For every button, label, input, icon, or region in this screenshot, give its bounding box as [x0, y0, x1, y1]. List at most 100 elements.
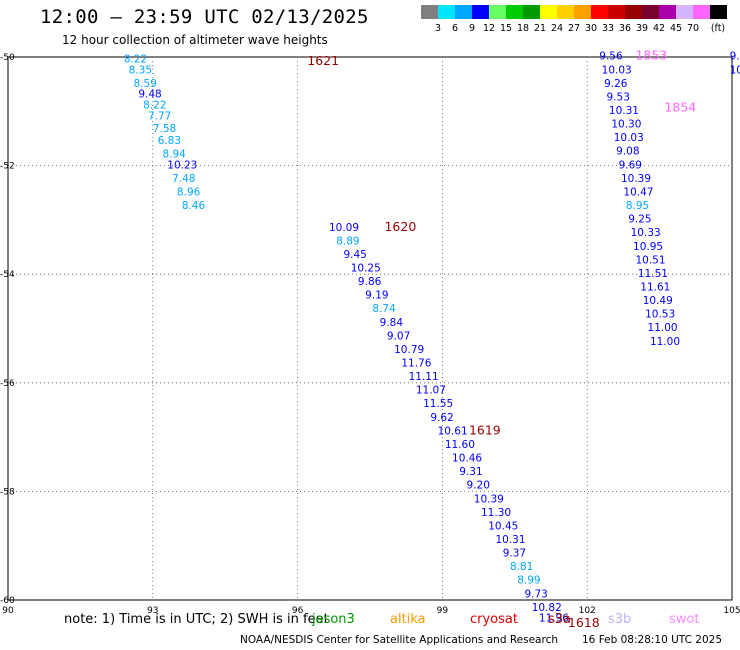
lat-tick-label: -58: [0, 487, 15, 497]
legend-swatch: [455, 5, 472, 19]
wave-height-point: 9.48: [138, 89, 161, 101]
lat-tick-label: -52: [0, 162, 15, 172]
legend-level-label: 15: [499, 23, 513, 34]
wave-height-point: 9.45: [343, 249, 366, 261]
wave-height-point: 8.96: [177, 186, 201, 198]
wave-height-point: 7.48: [172, 173, 195, 185]
wave-height-point: 11.07: [416, 385, 446, 397]
legend-level-label: 33: [601, 23, 615, 34]
wave-height-point: 9.73: [524, 588, 547, 600]
legend-swatch: [710, 5, 727, 19]
wave-height-point: 7.58: [153, 123, 176, 135]
wave-height-point: 10.45: [488, 520, 518, 532]
wave-height-point: 8.35: [129, 64, 152, 76]
lon-tick-label: 105: [723, 606, 740, 616]
lon-tick-label: 96: [292, 606, 304, 616]
legend-swatch: [421, 5, 438, 19]
wave-height-point: 10.09: [329, 222, 359, 234]
wave-height-point: 8.59: [133, 78, 156, 90]
legend-level-label: 3: [434, 23, 442, 34]
generated-timestamp: 16 Feb 08:28:10 UTC 2025: [582, 634, 722, 646]
legend-swatch: [472, 5, 489, 19]
legend-swatch: [489, 5, 506, 19]
wave-height-point: 10.39: [474, 493, 504, 505]
wave-height-point: 10.00: [730, 64, 740, 76]
lat-tick-label: -56: [0, 379, 15, 389]
wave-height-point: 9.31: [459, 466, 482, 478]
legend-level-label: 24: [550, 23, 564, 34]
wave-height-point: 9.08: [616, 146, 639, 158]
wave-height-point: 8.81: [510, 561, 533, 573]
wave-height-point: 11.51: [638, 268, 668, 280]
legend-level-label: 36: [618, 23, 632, 34]
wave-height-point: 9.84: [380, 317, 404, 329]
lon-tick-label: 99: [437, 606, 449, 616]
wave-height-point: 11.00: [650, 336, 680, 348]
wave-height-point: 9.56: [599, 51, 623, 63]
lon-tick-label: 93: [147, 606, 158, 616]
wave-height-point: 8.22: [124, 53, 147, 65]
wave-height-point: 11.96: [539, 613, 569, 625]
legend-swatch: [608, 5, 625, 19]
wave-height-point: 10.46: [452, 453, 482, 465]
credit-line: NOAA/NESDIS Center for Satellite Applica…: [240, 634, 558, 646]
page-title: 12:00 – 23:59 UTC 02/13/2025: [40, 6, 369, 28]
legend-swatch: [523, 5, 540, 19]
wave-height-point: 10.51: [635, 254, 665, 266]
color-legend: 3 6 9 12 15 18 21 24 27 30 33 36 39 42 45 70 (ft): [421, 5, 727, 35]
legend-swatch: [574, 5, 591, 19]
wave-height-point: 10.79: [394, 344, 424, 356]
wave-height-point: 9.37: [503, 548, 526, 560]
pass-number-label: 1620: [384, 219, 416, 234]
legend-swatch: [625, 5, 642, 19]
wave-height-point: 9.20: [467, 480, 490, 492]
lat-tick-label: -60: [0, 596, 15, 606]
legend-swatch: [438, 5, 455, 19]
lon-tick-label: 90: [2, 606, 14, 616]
wave-height-point: 10.95: [633, 241, 663, 253]
pass-number-label: 1621: [307, 53, 339, 68]
wave-height-point: 11.76: [401, 358, 431, 370]
legend-level-label: 30: [584, 23, 598, 34]
wave-height-point: 10.61: [438, 425, 468, 437]
wave-height-point: 9.86: [358, 276, 382, 288]
wave-height-point: 11.30: [481, 507, 511, 519]
pass-number-label: 1619: [469, 422, 501, 437]
wave-height-point: 10.49: [643, 295, 673, 307]
legend-level-label: 42: [652, 23, 666, 34]
legend-swatch: [676, 5, 693, 19]
wave-height-point: 9.19: [365, 290, 388, 302]
wave-height-point: 10.82: [532, 602, 562, 614]
pass-number-label: 1618: [568, 615, 600, 630]
legend-swatch: [557, 5, 574, 19]
wave-height-point: 10.03: [614, 132, 644, 144]
map-frame: [7, 56, 733, 601]
wave-height-point: 8.99: [517, 575, 540, 587]
wave-height-point: 10.47: [623, 186, 653, 198]
legend-level-label: 27: [567, 23, 581, 34]
legend-units: (ft): [710, 23, 726, 34]
wave-height-point: 10.53: [645, 309, 675, 321]
lat-tick-label: -54: [0, 270, 15, 280]
lat-tick-label: -50: [0, 53, 15, 63]
pass-number-label: 1853: [635, 48, 667, 63]
footer-note: note: 1) Time is in UTC; 2) SWH is in fe…: [64, 612, 329, 627]
satellite-label-altika: altika: [390, 612, 426, 627]
wave-height-point: 8.22: [143, 100, 166, 112]
legend-level-label: 18: [516, 23, 530, 34]
wave-height-point: 11.00: [648, 322, 678, 334]
wave-height-point: 8.74: [372, 303, 396, 315]
legend-level-label: 9: [468, 23, 476, 34]
satellite-label-cryosat: cryosat: [470, 612, 518, 627]
wave-height-point: 6.83: [158, 135, 181, 147]
legend-level-label: 70: [686, 23, 700, 34]
legend-swatch: [642, 5, 659, 19]
wave-height-point: 9.69: [619, 159, 642, 171]
wave-height-point: 10.33: [631, 227, 661, 239]
wave-height-point: 8.94: [162, 148, 186, 160]
wave-height-point: 10.23: [167, 159, 197, 171]
page-subtitle: 12 hour collection of altimeter wave hei…: [62, 33, 328, 47]
wave-height-point: 9.62: [430, 412, 453, 424]
legend-swatch: [540, 5, 557, 19]
